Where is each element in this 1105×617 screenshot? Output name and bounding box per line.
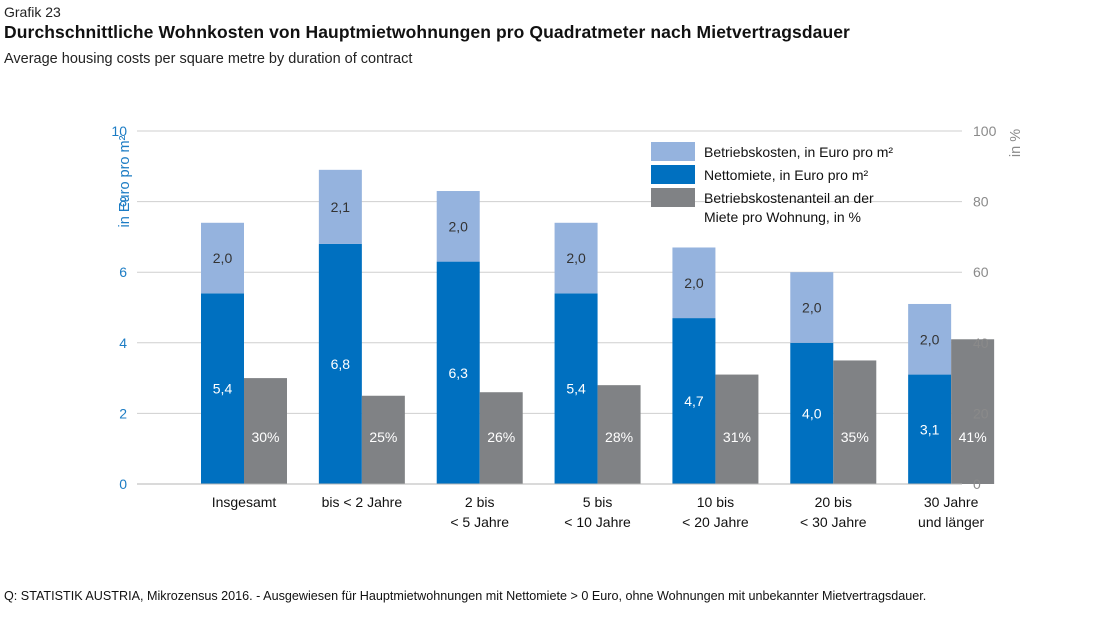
label-betriebskostenanteil: 25% [369, 429, 397, 445]
label-betriebskostenanteil: 41% [959, 429, 987, 445]
bar-betriebskosten [318, 169, 362, 244]
legend-label: Betriebskostenanteil an der [704, 190, 874, 206]
x-category-label: bis < 2 Jahre [322, 494, 403, 510]
bar-betriebskostenanteil [244, 378, 287, 484]
y-left-tick-label: 6 [119, 264, 127, 280]
label-nettomiete: 6,3 [448, 365, 468, 381]
y-left-tick-label: 8 [119, 194, 127, 210]
bar-betriebskosten [554, 222, 598, 294]
y-left-tick-label: 0 [119, 476, 127, 492]
y-left-tick-label: 2 [119, 405, 127, 421]
legend-swatch [651, 142, 695, 161]
data-labels: 5,4 2,0 30% 6,8 2,1 25% 6,3 2,0 26% 5,4 2,0 28% 4,7 2… [213, 199, 987, 445]
legend-swatch [651, 165, 695, 184]
label-betriebskostenanteil: 35% [841, 429, 869, 445]
bar-betriebskostenanteil [951, 339, 995, 484]
label-betriebskosten: 2,1 [331, 199, 351, 215]
y-right-tick-label: 20 [973, 405, 989, 421]
label-betriebskosten: 2,0 [213, 250, 233, 266]
x-category-label: und länger [918, 514, 985, 530]
bar-nettomiete [201, 293, 244, 484]
chart-title: Durchschnittliche Wohnkosten von Hauptmi… [4, 22, 850, 42]
label-nettomiete: 4,0 [802, 405, 822, 421]
label-betriebskosten: 2,0 [566, 250, 586, 266]
y-right-tick-label: 100 [973, 123, 997, 139]
label-nettomiete: 5,4 [213, 381, 233, 397]
label-betriebskosten: 2,0 [448, 218, 468, 234]
label-nettomiete: 4,7 [684, 393, 704, 409]
bar-nettomiete [318, 243, 362, 484]
x-category-label: 30 Jahre [924, 494, 979, 510]
bar-nettomiete [790, 342, 834, 484]
label-betriebskostenanteil: 28% [605, 429, 633, 445]
y-right-axis-title: in % [1008, 129, 1024, 157]
bar-betriebskostenanteil [833, 360, 877, 484]
x-category-label: < 20 Jahre [682, 514, 749, 530]
y-right-tick-label: 0 [973, 476, 981, 492]
legend-swatch [651, 188, 695, 207]
x-category-label: 10 bis [697, 494, 734, 510]
bar-chart: 5,4 2,0 30% 6,8 2,1 25% 6,3 2,0 26% 5,4 2,0 28% 4,7 2… [111, 123, 1024, 530]
x-category-label: Insgesamt [212, 494, 277, 510]
figure-number: Grafik 23 [4, 4, 61, 20]
x-category-label: 20 bis [815, 494, 852, 510]
legend: Betriebskosten, in Euro pro m² Nettomiete… [651, 142, 893, 225]
bar-betriebskostenanteil [715, 374, 759, 484]
label-nettomiete: 6,8 [331, 356, 351, 372]
bar-betriebskostenanteil [479, 392, 523, 484]
x-category-label: 5 bis [583, 494, 613, 510]
bar-betriebskosten [908, 303, 952, 375]
legend-label: Betriebskosten, in Euro pro m² [704, 144, 893, 160]
label-nettomiete: 5,4 [566, 381, 586, 397]
x-category-label: < 30 Jahre [800, 514, 867, 530]
label-nettomiete: 3,1 [920, 421, 940, 437]
y-right-tick-label: 40 [973, 335, 989, 351]
bar-betriebskosten [201, 222, 244, 294]
chart-subtitle: Average housing costs per square metre b… [4, 51, 413, 67]
label-betriebskostenanteil: 30% [251, 429, 279, 445]
legend-label: Nettomiete, in Euro pro m² [704, 167, 869, 183]
label-betriebskostenanteil: 26% [487, 429, 515, 445]
bar-betriebskosten [790, 272, 834, 343]
y-left-tick-label: 10 [111, 123, 127, 139]
legend-label: Miete pro Wohnung, in % [704, 209, 861, 225]
y-left-tick-label: 4 [119, 335, 127, 351]
source-note: Q: STATISTIK AUSTRIA, Mikrozensus 2016. … [4, 589, 927, 603]
bar-betriebskostenanteil [361, 395, 405, 484]
label-betriebskosten: 2,0 [684, 275, 704, 291]
bar-nettomiete [672, 318, 716, 484]
x-category-label: < 5 Jahre [450, 514, 509, 530]
y-right-tick-label: 60 [973, 264, 989, 280]
y-right-tick-label: 80 [973, 194, 989, 210]
bar-betriebskostenanteil [597, 385, 641, 484]
bar-nettomiete [436, 261, 480, 484]
bars [201, 169, 995, 484]
label-betriebskostenanteil: 31% [723, 429, 751, 445]
bar-nettomiete [908, 374, 952, 484]
label-betriebskosten: 2,0 [802, 300, 822, 316]
bar-nettomiete [554, 293, 598, 484]
bar-betriebskosten [436, 191, 480, 262]
label-betriebskosten: 2,0 [920, 331, 940, 347]
x-category-label: 2 bis [465, 494, 495, 510]
x-category-label: < 10 Jahre [564, 514, 631, 530]
bar-betriebskosten [672, 247, 716, 319]
y-left-axis-title: in Euro pro m² [117, 135, 133, 227]
